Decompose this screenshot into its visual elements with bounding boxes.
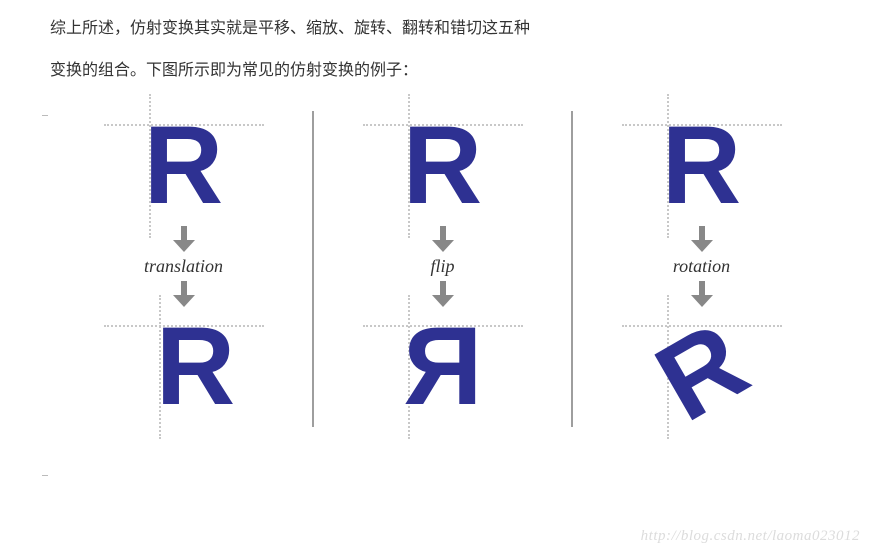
panel-translation: Rtranslation R: [55, 106, 312, 427]
caption-translation: translation: [144, 256, 223, 277]
glyph-box: R: [647, 106, 757, 226]
panel-rotation: Rrotation R: [573, 106, 830, 427]
glyph-box: R: [129, 106, 239, 226]
paragraph-line-2: 变换的组合。下图所示即为常见的仿射变换的例子：: [50, 50, 820, 92]
watermark-text: http://blog.csdn.net/laoma023012: [641, 528, 860, 545]
caption-rotation: rotation: [673, 256, 730, 277]
glyph-box: R: [388, 106, 498, 226]
description-text: 综上所述，仿射变换其实就是平移、缩放、旋转、翻转和错切这五种 变换的组合。下图所…: [0, 0, 870, 91]
glyph-box: R: [129, 307, 239, 427]
panel-flip: Rflip R: [314, 106, 571, 427]
arrow-down-icon: [173, 226, 195, 252]
glyph-box: R: [388, 307, 498, 427]
glyph-r: R: [144, 111, 223, 221]
glyph-r: R: [662, 111, 741, 221]
affine-examples-figure: RtranslationRRflipRRrotationR: [0, 91, 870, 427]
arrow-down-icon: [691, 226, 713, 252]
arrow-down-icon: [432, 281, 454, 307]
caption-flip: flip: [430, 256, 454, 277]
arrow-down-icon: [432, 226, 454, 252]
arrow-down-icon: [173, 281, 195, 307]
glyph-box: R: [647, 307, 757, 427]
glyph-r: R: [156, 312, 235, 422]
glyph-r: R: [403, 312, 482, 422]
glyph-r: R: [403, 111, 482, 221]
left-margin-ticks: [42, 115, 52, 535]
paragraph-line-1: 综上所述，仿射变换其实就是平移、缩放、旋转、翻转和错切这五种: [50, 8, 820, 50]
